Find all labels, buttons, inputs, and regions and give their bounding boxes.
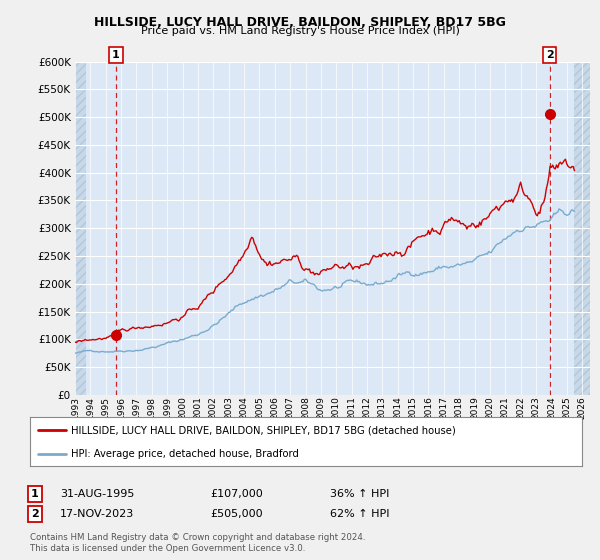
Text: 1: 1 xyxy=(31,489,38,499)
Text: 1: 1 xyxy=(112,50,120,60)
Text: HPI: Average price, detached house, Bradford: HPI: Average price, detached house, Brad… xyxy=(71,449,299,459)
Text: 31-AUG-1995: 31-AUG-1995 xyxy=(60,489,134,499)
Text: £505,000: £505,000 xyxy=(210,509,263,519)
Bar xyxy=(574,62,590,395)
Text: 17-NOV-2023: 17-NOV-2023 xyxy=(60,509,134,519)
Text: £107,000: £107,000 xyxy=(210,489,263,499)
Text: Contains HM Land Registry data © Crown copyright and database right 2024.
This d: Contains HM Land Registry data © Crown c… xyxy=(30,533,365,553)
Text: HILLSIDE, LUCY HALL DRIVE, BAILDON, SHIPLEY, BD17 5BG: HILLSIDE, LUCY HALL DRIVE, BAILDON, SHIP… xyxy=(94,16,506,29)
Text: 2: 2 xyxy=(545,50,553,60)
Text: 62% ↑ HPI: 62% ↑ HPI xyxy=(330,509,389,519)
Text: HILLSIDE, LUCY HALL DRIVE, BAILDON, SHIPLEY, BD17 5BG (detached house): HILLSIDE, LUCY HALL DRIVE, BAILDON, SHIP… xyxy=(71,426,456,436)
Bar xyxy=(75,62,86,395)
Text: 36% ↑ HPI: 36% ↑ HPI xyxy=(330,489,389,499)
Text: Price paid vs. HM Land Registry's House Price Index (HPI): Price paid vs. HM Land Registry's House … xyxy=(140,26,460,36)
Text: 2: 2 xyxy=(31,509,38,519)
